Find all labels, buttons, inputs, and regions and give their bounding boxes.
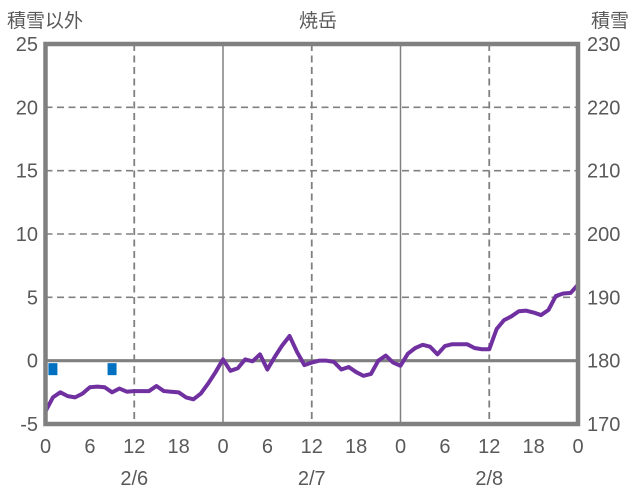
left-axis-tick-20: 20	[16, 97, 38, 119]
right-axis-tick-180: 180	[587, 351, 620, 373]
x-axis-tick-6: 12	[301, 436, 323, 458]
left-axis-tick--5: -5	[20, 414, 38, 436]
right-axis-tick-220: 220	[587, 97, 620, 119]
left-axis-title: 積雪以外	[7, 11, 84, 32]
observation-line	[43, 282, 580, 414]
date-label-2/8: 2/8	[475, 468, 503, 490]
x-axis-tick-11: 18	[523, 436, 545, 458]
x-axis-tick-1: 6	[84, 436, 95, 458]
date-label-2/7: 2/7	[298, 468, 326, 490]
x-axis-tick-2: 12	[123, 436, 145, 458]
left-axis-tick-10: 10	[16, 224, 38, 246]
right-axis-tick-210: 210	[587, 161, 620, 183]
x-axis-tick-8: 0	[395, 436, 406, 458]
x-axis-tick-4: 0	[217, 436, 228, 458]
x-axis-tick-7: 18	[345, 436, 367, 458]
date-label-2/6: 2/6	[120, 468, 148, 490]
left-axis-tick-15: 15	[16, 161, 38, 183]
right-axis-tick-230: 230	[587, 34, 620, 56]
right-axis-title: 積雪	[590, 11, 629, 32]
x-axis-tick-3: 18	[168, 436, 190, 458]
right-axis-tick-190: 190	[587, 287, 620, 309]
plot-frame	[43, 41, 581, 427]
snow-event-markers	[107, 363, 117, 376]
snow-event-markers	[48, 363, 58, 376]
right-axis-tick-200: 200	[587, 224, 620, 246]
right-axis-tick-170: 170	[587, 414, 620, 436]
x-axis-tick-0: 0	[40, 436, 51, 458]
x-axis-tick-10: 12	[478, 436, 500, 458]
chart-title: 焼岳	[298, 11, 337, 32]
left-axis-tick-5: 5	[27, 287, 38, 309]
x-axis-tick-9: 6	[439, 436, 450, 458]
x-axis-tick-12: 0	[572, 436, 583, 458]
left-axis-tick-25: 25	[16, 34, 38, 56]
left-axis-tick-0: 0	[27, 351, 38, 373]
x-axis-tick-5: 6	[262, 436, 273, 458]
